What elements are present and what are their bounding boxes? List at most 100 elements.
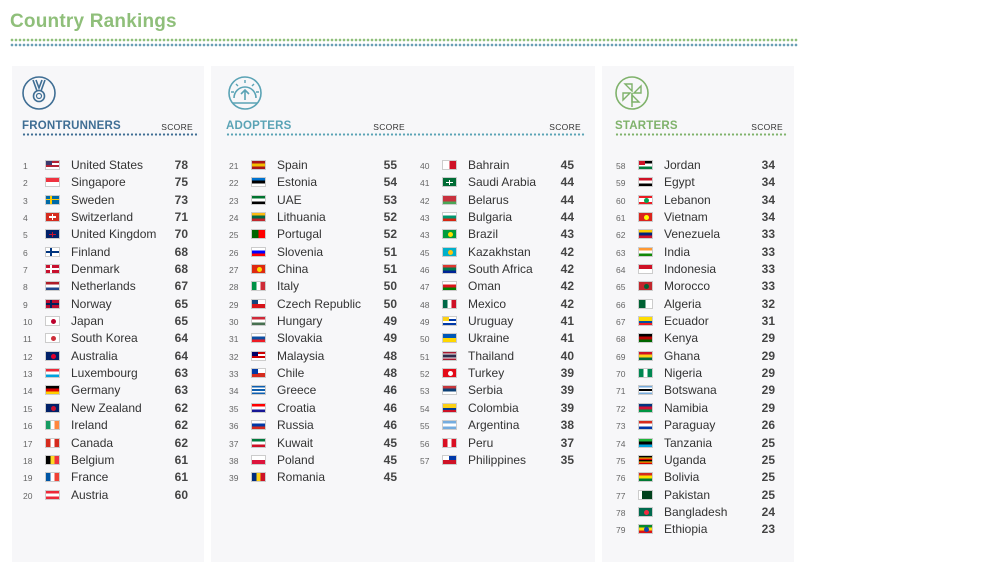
rank-number: 75 bbox=[616, 455, 626, 466]
country-row: 3 Sweden 73 bbox=[23, 192, 193, 209]
country-score: 62 bbox=[174, 435, 188, 450]
country-row: 19 France 61 bbox=[23, 469, 193, 486]
rank-number: 50 bbox=[420, 334, 430, 345]
rank-number: 27 bbox=[229, 265, 239, 276]
country-score: 63 bbox=[174, 366, 188, 381]
flag-icon bbox=[251, 316, 266, 327]
country-name: Indonesia bbox=[664, 262, 717, 277]
rank-number: 12 bbox=[23, 351, 33, 362]
flag-icon bbox=[45, 420, 60, 431]
flag-icon bbox=[442, 246, 457, 257]
country-name: Bolivia bbox=[664, 470, 700, 485]
country-name: Kazakhstan bbox=[468, 244, 531, 259]
country-row: 15 New Zealand 62 bbox=[23, 400, 193, 417]
country-score: 41 bbox=[560, 331, 574, 346]
country-row: 65 Morocco 33 bbox=[616, 278, 786, 295]
flag-icon bbox=[442, 316, 457, 327]
country-score: 63 bbox=[174, 383, 188, 398]
rank-number: 66 bbox=[616, 299, 626, 310]
country-row: 37 Kuwait 45 bbox=[229, 435, 409, 452]
country-name: Croatia bbox=[277, 400, 316, 415]
flag-icon bbox=[45, 246, 60, 257]
country-row: 41 Saudi Arabia 44 bbox=[420, 174, 590, 191]
flag-icon bbox=[638, 524, 653, 535]
country-name: Belarus bbox=[468, 192, 509, 207]
flag-icon bbox=[442, 281, 457, 292]
country-row: 31 Slovakia 49 bbox=[229, 330, 409, 347]
flag-icon bbox=[251, 177, 266, 188]
rank-number: 13 bbox=[23, 369, 33, 380]
flag-icon bbox=[442, 350, 457, 361]
flag-icon bbox=[251, 368, 266, 379]
rank-number: 51 bbox=[420, 351, 430, 362]
country-name: Venezuela bbox=[664, 227, 721, 242]
country-row: 73 Paraguay 26 bbox=[616, 417, 786, 434]
rank-number: 60 bbox=[616, 195, 626, 206]
country-name: Japan bbox=[71, 314, 104, 329]
country-name: Portugal bbox=[277, 227, 322, 242]
country-name: Saudi Arabia bbox=[468, 175, 537, 190]
country-row: 2 Singapore 75 bbox=[23, 174, 193, 191]
country-row: 62 Venezuela 33 bbox=[616, 226, 786, 243]
flag-icon bbox=[251, 281, 266, 292]
country-row: 45 Kazakhstan 42 bbox=[420, 244, 590, 261]
country-row: 54 Colombia 39 bbox=[420, 400, 590, 417]
country-name: Lithuania bbox=[277, 210, 326, 225]
country-score: 32 bbox=[761, 296, 775, 311]
country-row: 53 Serbia 39 bbox=[420, 382, 590, 399]
rank-number: 57 bbox=[420, 455, 430, 466]
country-score: 45 bbox=[383, 452, 397, 467]
country-score: 53 bbox=[383, 192, 397, 207]
flag-icon bbox=[638, 212, 653, 223]
country-name: Bahrain bbox=[468, 158, 510, 172]
country-score: 44 bbox=[560, 192, 574, 207]
rank-number: 43 bbox=[420, 230, 430, 241]
country-row: 32 Malaysia 48 bbox=[229, 348, 409, 365]
country-score: 39 bbox=[560, 366, 574, 381]
country-score: 39 bbox=[560, 383, 574, 398]
country-score: 38 bbox=[560, 418, 574, 433]
rank-number: 33 bbox=[229, 369, 239, 380]
adopters-divider-left bbox=[226, 133, 409, 136]
rank-number: 37 bbox=[229, 438, 239, 449]
flag-icon bbox=[251, 437, 266, 448]
country-name: Brazil bbox=[468, 227, 499, 242]
rank-number: 78 bbox=[616, 507, 626, 518]
country-name: Lebanon bbox=[664, 192, 711, 207]
rank-number: 52 bbox=[420, 369, 430, 380]
flag-icon bbox=[251, 229, 266, 240]
country-row: 77 Pakistan 25 bbox=[616, 487, 786, 504]
flag-icon bbox=[442, 298, 457, 309]
country-score: 29 bbox=[761, 366, 775, 381]
country-row: 29 Czech Republic 50 bbox=[229, 296, 409, 313]
country-row: 56 Peru 37 bbox=[420, 435, 590, 452]
rank-number: 63 bbox=[616, 247, 626, 258]
adopters-panel bbox=[211, 66, 595, 562]
flag-icon bbox=[638, 437, 653, 448]
rank-number: 72 bbox=[616, 403, 626, 414]
flag-icon bbox=[45, 160, 60, 170]
frontrunners-score-label: SCORE bbox=[161, 122, 193, 132]
rank-number: 15 bbox=[23, 403, 33, 414]
country-score: 51 bbox=[383, 262, 397, 277]
flag-icon bbox=[251, 385, 266, 396]
country-score: 35 bbox=[560, 452, 574, 467]
flag-icon bbox=[251, 212, 266, 223]
country-score: 33 bbox=[761, 262, 775, 277]
country-score: 23 bbox=[761, 522, 775, 537]
starters-divider bbox=[615, 133, 787, 136]
flag-icon bbox=[442, 385, 457, 396]
flag-icon bbox=[45, 264, 60, 275]
country-row: 28 Italy 50 bbox=[229, 278, 409, 295]
country-name: South Africa bbox=[468, 262, 533, 277]
rank-number: 49 bbox=[420, 317, 430, 328]
flag-icon bbox=[442, 402, 457, 413]
country-row: 64 Indonesia 33 bbox=[616, 261, 786, 278]
country-row: 27 China 51 bbox=[229, 261, 409, 278]
rank-number: 59 bbox=[616, 178, 626, 189]
rank-number: 56 bbox=[420, 438, 430, 449]
rank-number: 1 bbox=[23, 161, 28, 171]
country-name: Romania bbox=[277, 470, 326, 485]
country-name: Colombia bbox=[468, 400, 519, 415]
rank-number: 68 bbox=[616, 334, 626, 345]
